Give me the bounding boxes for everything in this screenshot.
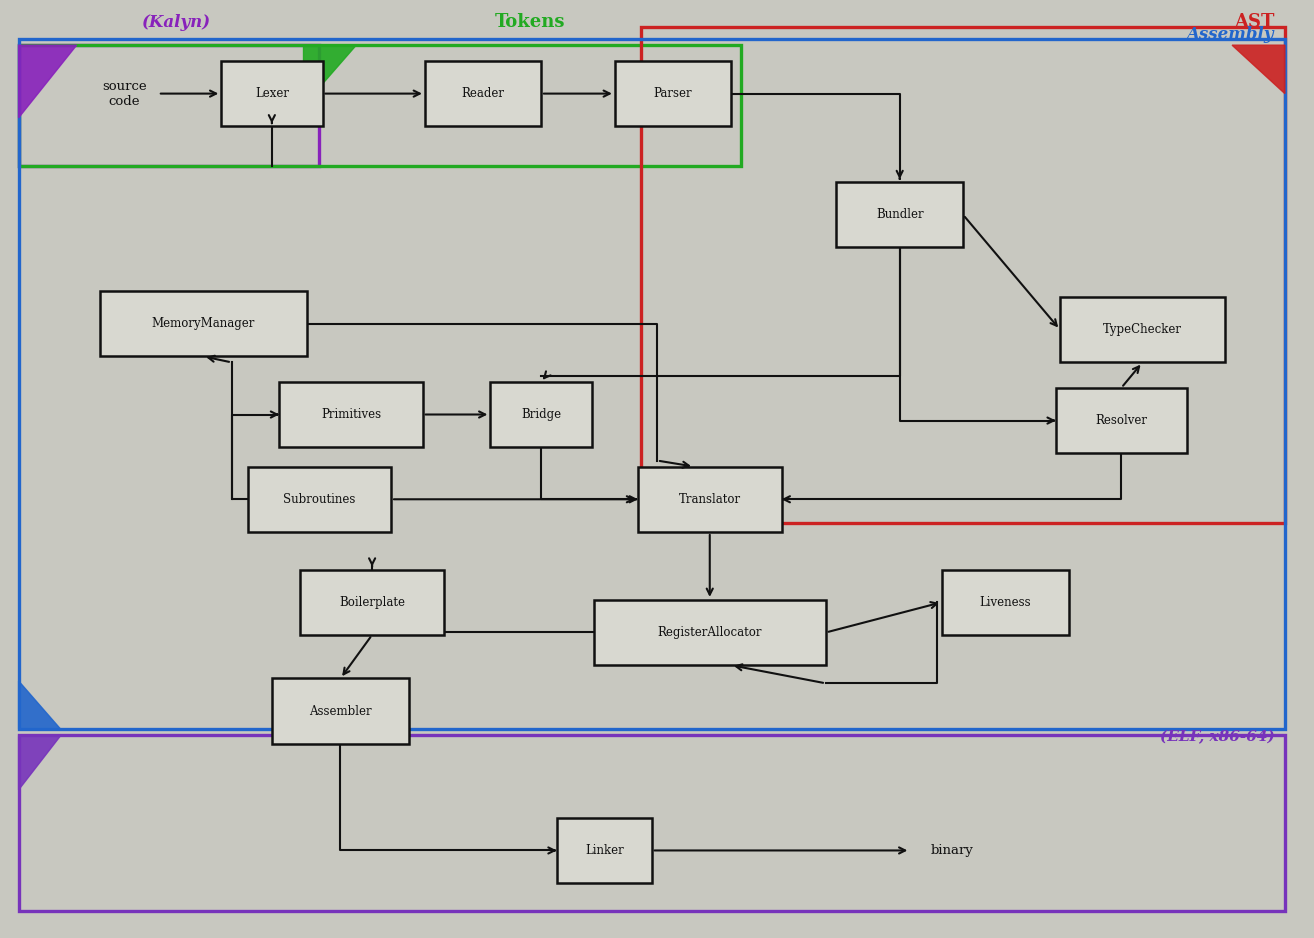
FancyBboxPatch shape (639, 466, 782, 532)
Text: Bundler: Bundler (876, 208, 924, 221)
FancyBboxPatch shape (837, 182, 963, 248)
FancyBboxPatch shape (557, 818, 652, 884)
Text: Reader: Reader (461, 87, 505, 100)
Text: Translator: Translator (679, 492, 741, 506)
Text: Assembler: Assembler (309, 704, 372, 718)
Bar (18, 735, 1285, 911)
Polygon shape (18, 735, 60, 790)
FancyBboxPatch shape (424, 61, 541, 127)
Text: Bridge: Bridge (520, 408, 561, 421)
FancyBboxPatch shape (1060, 297, 1225, 362)
Text: Linker: Linker (585, 844, 624, 857)
Polygon shape (1233, 45, 1285, 94)
Polygon shape (304, 45, 356, 106)
FancyBboxPatch shape (100, 291, 306, 356)
Text: Subroutines: Subroutines (283, 492, 356, 506)
FancyBboxPatch shape (280, 382, 423, 447)
Text: Primitives: Primitives (321, 408, 381, 421)
Text: MemoryManager: MemoryManager (151, 317, 255, 330)
FancyBboxPatch shape (301, 569, 444, 635)
Text: RegisterAllocator: RegisterAllocator (657, 626, 762, 639)
FancyBboxPatch shape (221, 61, 322, 127)
Text: binary: binary (932, 844, 974, 857)
Text: TypeChecker: TypeChecker (1102, 324, 1181, 336)
FancyBboxPatch shape (594, 599, 825, 665)
Text: source
code: source code (101, 80, 146, 108)
Text: Tokens: Tokens (495, 12, 565, 31)
Text: (Kalyn): (Kalyn) (142, 14, 212, 31)
FancyBboxPatch shape (247, 466, 392, 532)
FancyBboxPatch shape (490, 382, 591, 447)
Text: Lexer: Lexer (255, 87, 289, 100)
Text: Assembly: Assembly (1187, 25, 1275, 43)
Text: (ELF, x86-64): (ELF, x86-64) (1159, 730, 1275, 744)
Text: Liveness: Liveness (979, 596, 1031, 609)
FancyBboxPatch shape (615, 61, 731, 127)
Bar (18, 45, 319, 166)
Text: AST: AST (1234, 12, 1275, 31)
Text: Parser: Parser (653, 87, 692, 100)
Polygon shape (18, 45, 76, 118)
FancyBboxPatch shape (1056, 388, 1187, 453)
Bar (18, 45, 741, 166)
Text: Boilerplate: Boilerplate (339, 596, 405, 609)
Polygon shape (18, 681, 60, 730)
FancyBboxPatch shape (942, 569, 1068, 635)
Text: Resolver: Resolver (1096, 414, 1147, 427)
FancyBboxPatch shape (272, 678, 409, 744)
Bar (18, 39, 1285, 730)
Bar (641, 27, 1285, 523)
